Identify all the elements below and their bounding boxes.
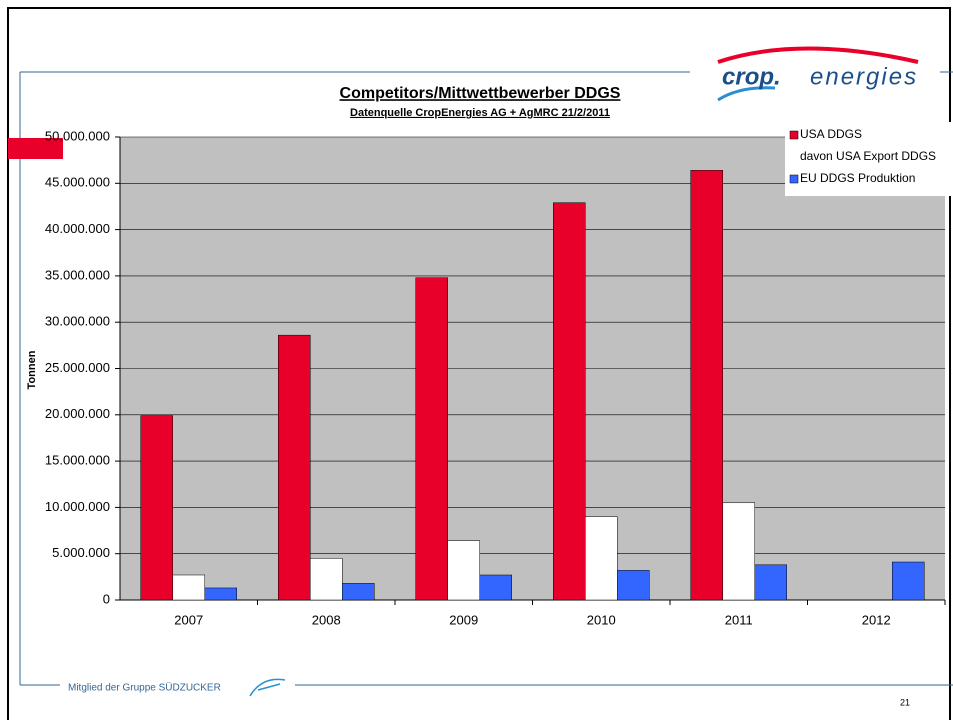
bar [553, 202, 586, 601]
legend-swatch [790, 153, 798, 161]
x-tick-label: 2009 [449, 612, 478, 627]
legend-box [785, 122, 953, 196]
y-tick-label: 20.000.000 [45, 406, 110, 421]
bar [754, 564, 787, 601]
plot: 0 5.000.000 10.000.000 15.000.000 20.000.000… [45, 128, 946, 627]
bar [204, 587, 237, 601]
y-tick-label: 30.000.000 [45, 314, 110, 329]
logo-arc [717, 86, 776, 102]
bar [278, 334, 311, 601]
y-tick-label: 15.000.000 [45, 453, 110, 468]
bar [447, 540, 480, 601]
logo-text: energies [810, 63, 918, 90]
y-tick-label: 35.000.000 [45, 267, 110, 282]
footer-text: Mitglied der Gruppe SÜDZUCKER [68, 682, 221, 694]
bar [140, 415, 173, 601]
bar [585, 516, 618, 601]
legend-swatch [789, 174, 799, 184]
x-tick-label: 2010 [587, 612, 616, 627]
bar [690, 170, 723, 601]
y-tick-label: 10.000.000 [45, 499, 110, 514]
x-tick-label: 2008 [312, 612, 341, 627]
bar [479, 574, 512, 601]
bar [415, 277, 448, 601]
legend-label: USA DDGS [800, 127, 862, 141]
chart-subtitle: Datenquelle CropEnergies AG + AgMRC 21/2… [350, 107, 610, 119]
legend-label: EU DDGS Produktion [800, 171, 915, 185]
y-tick-label: 50.000.000 [45, 128, 110, 143]
logo-text: crop. [722, 63, 781, 90]
x-tick-label: 2007 [174, 612, 203, 627]
y-tick-label: 45.000.000 [45, 175, 110, 190]
x-tick-label: 2012 [862, 612, 891, 627]
legend-label: davon USA Export DDGS [800, 149, 936, 163]
legend: USA DDGS davon USA Export DDGS EU DDGS Pro… [785, 122, 953, 196]
y-tick-label: 25.000.000 [45, 360, 110, 375]
bar [617, 570, 650, 601]
page-number: 21 [900, 697, 910, 707]
logo-arc [717, 46, 919, 64]
accent-block [8, 138, 63, 159]
y-tick-label: 0 [103, 591, 110, 606]
legend-swatch [789, 130, 799, 140]
bar [342, 583, 375, 601]
x-tick-label: 2011 [725, 612, 753, 627]
y-axis-label: Tonnen [26, 350, 38, 389]
footer-logo [249, 678, 286, 697]
bar [172, 574, 205, 601]
bar [722, 502, 755, 601]
bar [310, 558, 343, 601]
bar [892, 561, 925, 601]
y-tick-label: 40.000.000 [45, 221, 110, 236]
y-tick-label: 5.000.000 [52, 545, 110, 560]
chart-title: Competitors/Mittwettbewerber DDGS [340, 85, 621, 102]
slide-frame [7, 7, 951, 720]
